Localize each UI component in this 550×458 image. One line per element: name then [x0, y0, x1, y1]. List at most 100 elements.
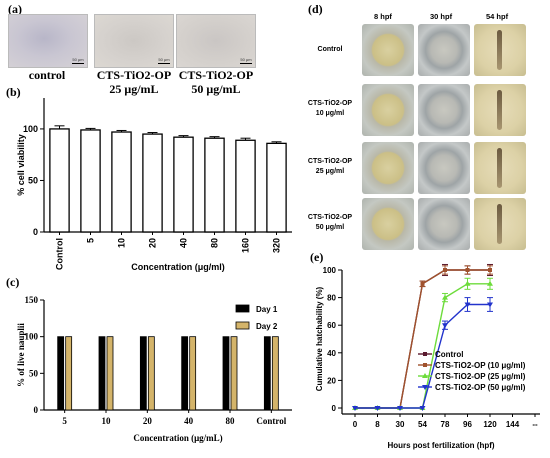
- data-point: [419, 406, 426, 411]
- legend-label: Day 1: [256, 305, 278, 314]
- zebrafish-image: [474, 142, 526, 194]
- data-point: [487, 280, 493, 286]
- zebrafish-larva: [497, 90, 502, 130]
- zebrafish-image: [362, 24, 414, 76]
- x-tick-label: 10: [117, 238, 127, 248]
- zebrafish-image: [418, 142, 470, 194]
- bar: [80, 129, 101, 233]
- bar: [266, 142, 287, 233]
- data-point: [422, 385, 428, 390]
- data-point: [423, 352, 427, 356]
- bar-day-2: [106, 336, 114, 411]
- x-tick-label: Control: [256, 416, 286, 426]
- y-tick-label: 150: [25, 295, 39, 305]
- chart-e-hatchability: 0 20 40 60 80 100 0 8 30 54 78 96 120 144 -- Control CTS…: [315, 263, 540, 450]
- bar-day-1: [181, 336, 189, 411]
- data-point: [442, 323, 448, 329]
- zebrafish-image: [418, 198, 470, 250]
- legend-label: CTS-TiO2-OP (25 μg/ml): [435, 372, 526, 381]
- zebrafish-col-header: 30 hpf: [430, 12, 453, 21]
- x-axis-label: Concentration (μg/mL): [133, 433, 222, 443]
- x-tick-label: 160: [241, 238, 251, 253]
- legend-label: Day 2: [256, 322, 278, 331]
- y-tick-label: 40: [327, 349, 336, 358]
- y-tick-label: 100: [323, 266, 337, 275]
- bar: [204, 137, 225, 233]
- bar-day-1: [222, 336, 230, 411]
- x-tick-label: 20: [143, 416, 153, 426]
- x-tick-label: Control: [55, 238, 65, 270]
- zebrafish-image: [418, 84, 470, 136]
- bar: [111, 131, 132, 233]
- zebrafish-row-label: CTS-TiO2-OP 25 μg/ml: [307, 158, 353, 175]
- y-tick-label: 20: [327, 376, 336, 385]
- data-point: [465, 268, 470, 272]
- micrograph-label-25: CTS-TiO2-OP 25 μg/mL: [96, 68, 172, 96]
- data-point: [442, 294, 448, 300]
- data-point: [464, 280, 471, 286]
- y-tick-label: 100: [25, 332, 39, 342]
- legend-label: CTS-TiO2-OP (10 μg/ml): [435, 361, 526, 370]
- bar-day-1: [263, 336, 271, 411]
- y-axis-label: Cumulative hatchability (%): [315, 286, 324, 391]
- x-tick-label: 5: [86, 238, 96, 243]
- data-point: [352, 406, 358, 411]
- zebrafish-row-label: CTS-TiO2-OP 50 μg/ml: [307, 214, 353, 231]
- x-tick-label: 30: [396, 420, 405, 429]
- x-tick-label: 10: [102, 416, 112, 426]
- x-tick-label: 320: [272, 238, 282, 253]
- y-tick-label: 100: [23, 124, 38, 134]
- bar-day-2: [230, 336, 238, 411]
- bar: [235, 139, 256, 233]
- bar-day-2: [189, 336, 197, 411]
- zebrafish-image: [418, 24, 470, 76]
- bar: [142, 133, 163, 233]
- zebrafish-image: [474, 198, 526, 250]
- data-point: [374, 406, 381, 411]
- bar-day-1: [139, 336, 147, 411]
- zebrafish-row-label: Control: [317, 46, 343, 53]
- y-axis-label: % cell viability: [16, 134, 26, 196]
- legend-label: CTS-TiO2-OP (50 μg/ml): [435, 383, 526, 392]
- scale-bar: 50 μm: [240, 57, 252, 64]
- zebrafish-larva: [497, 30, 502, 70]
- zebrafish-row-label: CTS-TiO2-OP 10 μg/ml: [307, 100, 353, 117]
- zebrafish-col-header: 8 hpf: [374, 12, 392, 21]
- zebrafish-larva: [497, 148, 502, 188]
- x-tick-label: 40: [179, 238, 189, 248]
- x-tick-label: 80: [210, 238, 220, 248]
- x-tick-label: 54: [418, 420, 427, 429]
- x-tick-label: 78: [441, 420, 450, 429]
- y-tick-label: 50: [28, 175, 38, 185]
- scale-bar: 50 μm: [158, 57, 170, 64]
- micrograph-50: 50 μm: [176, 14, 256, 68]
- bar-day-1: [98, 336, 106, 411]
- x-tick-label: 20: [148, 238, 158, 248]
- bar: [49, 128, 70, 233]
- data-point: [487, 302, 493, 308]
- y-tick-label: 0: [33, 227, 38, 237]
- data-point: [488, 268, 492, 272]
- bar-day-1: [57, 336, 65, 411]
- y-tick-label: 60: [327, 321, 336, 330]
- zebrafish-col-header: 54 hpf: [486, 12, 509, 21]
- data-point: [464, 302, 471, 308]
- x-axis-label: Concentration (μg/ml): [131, 262, 225, 272]
- micrograph-label-50: CTS-TiO2-OP 50 μg/mL: [178, 68, 254, 96]
- zebrafish-image: [362, 84, 414, 136]
- x-tick-label: 40: [184, 416, 194, 426]
- legend-label: Control: [435, 350, 463, 359]
- panel-d-letter: (d): [308, 2, 323, 16]
- zebrafish-image: [362, 198, 414, 250]
- x-tick-label: 8: [375, 420, 380, 429]
- bar-day-2: [65, 336, 73, 411]
- bar: [173, 136, 194, 233]
- bar-day-2: [271, 336, 279, 411]
- micrograph-control: 50 μm: [8, 14, 88, 68]
- micrograph-25: 50 μm: [94, 14, 174, 68]
- x-tick-label: 96: [463, 420, 472, 429]
- legend-swatch: [235, 321, 250, 330]
- panel-a-letter: (a): [8, 2, 22, 16]
- y-axis-label: % of live nauplii: [16, 323, 26, 387]
